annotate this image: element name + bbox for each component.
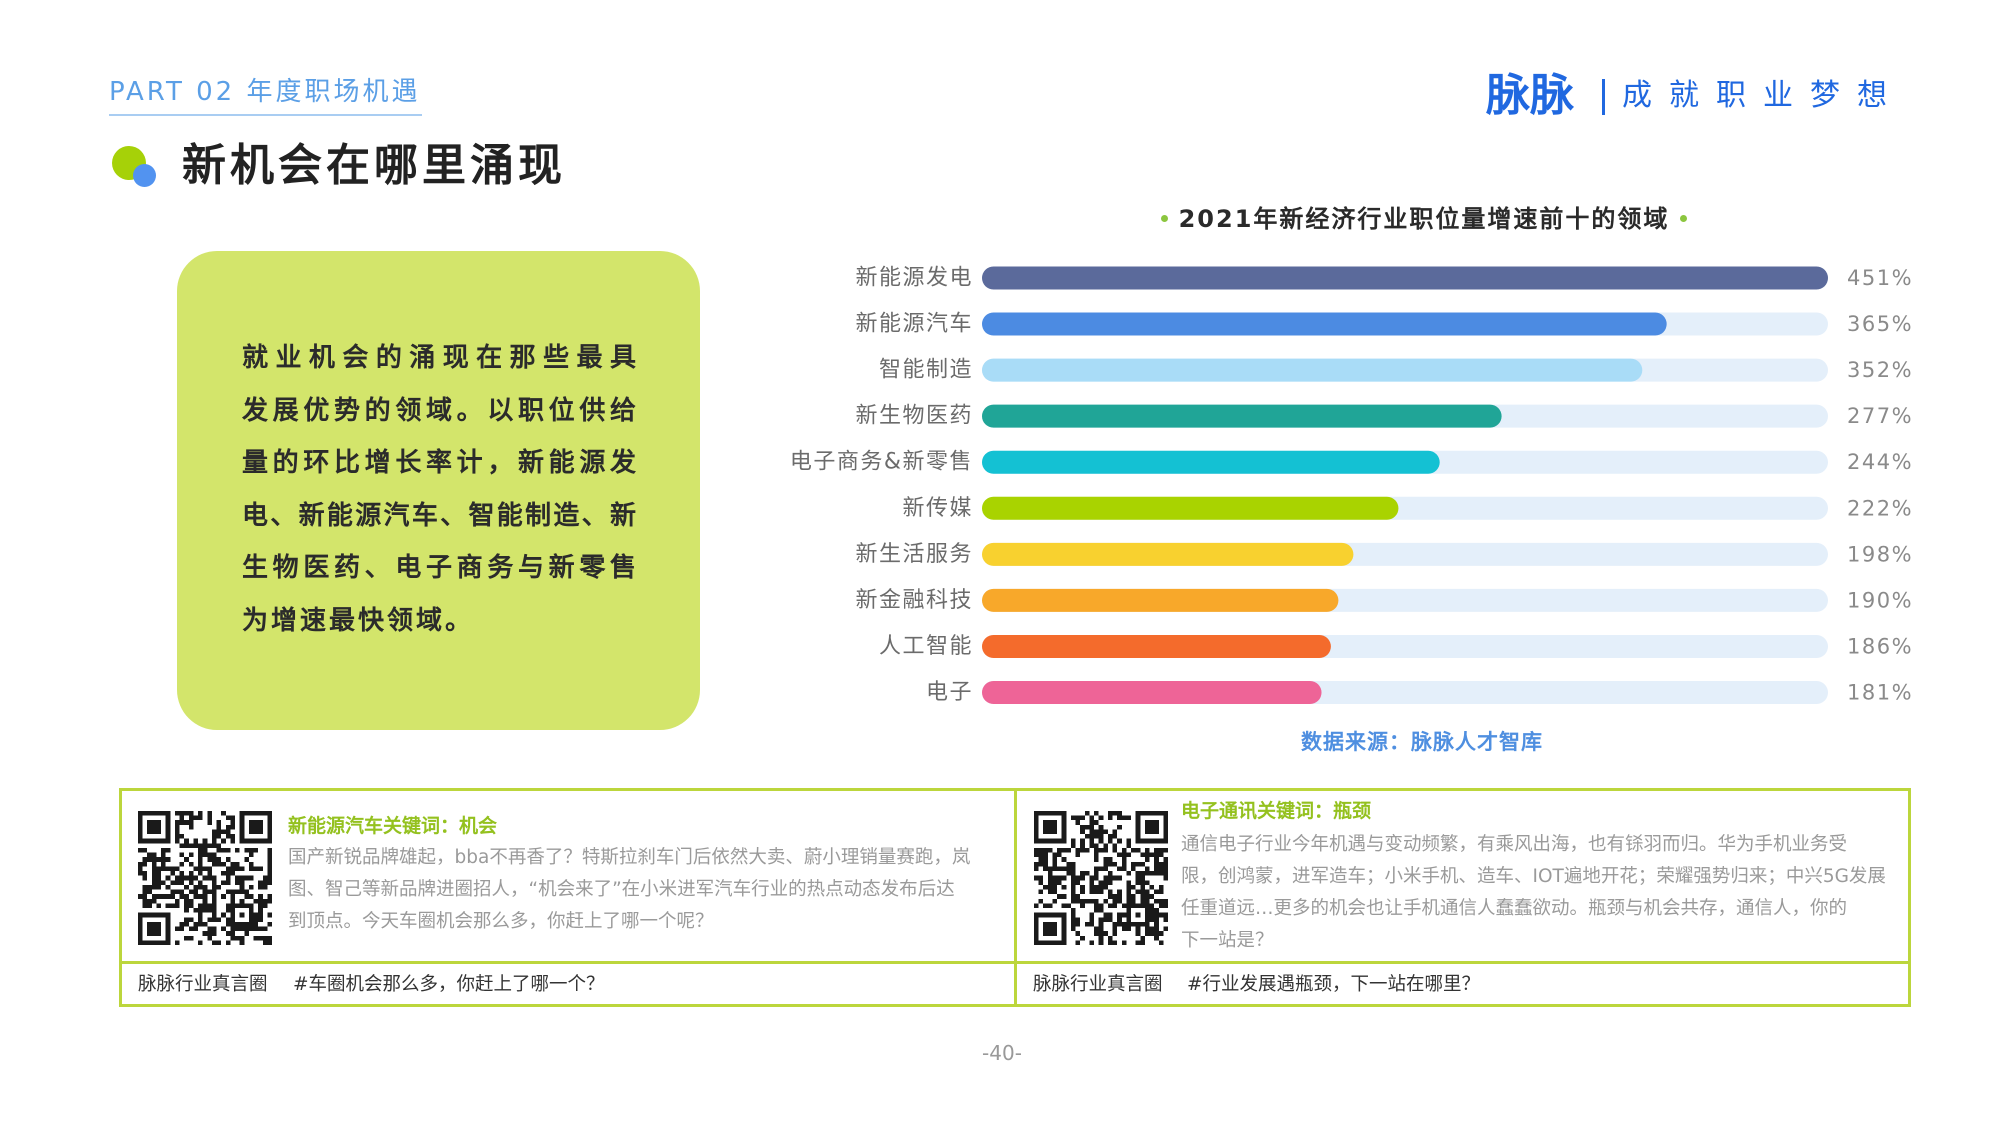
value-label: 451% (1847, 266, 1913, 290)
bar (982, 450, 1440, 474)
category-label: 人工智能 (879, 634, 973, 659)
card-body-line: 限，创鸿蒙，进军造车；小米手机、造车、IOT遍地开花；荣耀强势归来；中兴5G发展 (1181, 866, 1886, 887)
value-label: 352% (1847, 358, 1913, 382)
category-label: 新生活服务 (855, 542, 973, 567)
qr-code-icon (1034, 811, 1168, 945)
bar-row: 新能源汽车 365% (855, 312, 1913, 337)
summary-line: 电、新能源汽车、智能制造、新 (242, 500, 636, 531)
chart-title: 2021年新经济行业职位量增速前十的领域 (1104, 204, 1744, 234)
qr-modules (1034, 811, 1168, 945)
bar (982, 404, 1502, 428)
bar (982, 681, 1322, 705)
bar-row: 新金融科技 190% (855, 588, 1913, 613)
category-label: 新传媒 (902, 496, 973, 521)
bar-row: 新生物医药 277% (855, 404, 1913, 429)
bullet-dot-icon (1680, 214, 1688, 222)
bar (982, 588, 1339, 612)
summary-line: 量的环比增长率计，新能源发 (242, 448, 636, 478)
title-bullet-blue-icon (133, 164, 156, 187)
category-label: 智能制造 (879, 358, 973, 383)
bar-row: 电子商务&新零售 244% (790, 450, 1913, 475)
card-body: 通信电子行业今年机遇与变动频繁，有乘风出海，也有铩羽而归。华为手机业务受 限，创… (1181, 829, 1886, 957)
value-label: 186% (1847, 634, 1913, 658)
bar-row: 人工智能 186% (879, 634, 1913, 659)
page-number: -40- (982, 1041, 1022, 1065)
card-body-line: 下一站是？ (1181, 930, 1274, 951)
qr-modules (138, 811, 272, 945)
bullet-dot-icon (1160, 214, 1168, 222)
card-body-line: 国产新锐品牌雄起，bba不再香了？特斯拉刹车门后依然大卖、蔚小理销量赛跑，岚 (288, 847, 971, 868)
value-label: 181% (1847, 681, 1913, 705)
category-label: 新金融科技 (855, 588, 973, 613)
bar-row: 新传媒 222% (902, 496, 1913, 521)
category-label: 电子 (926, 680, 973, 705)
logo-divider (1602, 79, 1605, 115)
category-label: 新生物医药 (855, 404, 973, 429)
summary-line: 生物医药、电子商务与新零售 (242, 553, 636, 583)
brand-slogan: 成就职业梦想 (1622, 78, 1904, 113)
category-label: 电子商务&新零售 (790, 450, 973, 475)
card-body-line: 图、智己等新品牌进圈招人，“机会来了”在小米进军汽车行业的热点动态发布后达 (288, 879, 955, 900)
card-footer-circle: 脉脉行业真言圈 (138, 974, 268, 995)
part-underline (109, 114, 422, 116)
value-label: 190% (1847, 588, 1913, 612)
card-footer-topic: #行业发展遇瓶颈，下一站在哪里？ (1187, 974, 1481, 995)
summary-panel (177, 251, 700, 730)
card-footer-circle: 脉脉行业真言圈 (1033, 974, 1163, 995)
chart-title-text: 2021年新经济行业职位量增速前十的领域 (1178, 205, 1670, 233)
bar (982, 634, 1331, 658)
cards-divider-horizontal (119, 961, 1911, 964)
category-label: 新能源汽车 (855, 312, 973, 337)
bar-row: 智能制造 352% (879, 358, 1913, 383)
bar (982, 312, 1667, 336)
chart-source: 数据来源：脉脉人才智库 (1301, 730, 1543, 754)
value-label: 222% (1847, 496, 1913, 520)
value-label: 365% (1847, 312, 1913, 336)
bar-chart: 新能源发电 451% 新能源汽车 365% 智能制造 352% 新生物医药 277% 电子商务&… (790, 266, 1913, 706)
category-label: 新能源发电 (855, 266, 973, 291)
qr-code-icon (138, 811, 272, 945)
card-body-line: 到顶点。今天车圈机会那么多，你赶上了哪一个呢？ (288, 911, 714, 932)
section-title: 新机会在哪里涌现 (182, 140, 566, 191)
bar-row: 新能源发电 451% (855, 266, 1913, 291)
cards-divider-vertical (1014, 788, 1017, 1007)
card-body: 国产新锐品牌雄起，bba不再香了？特斯拉刹车门后依然大卖、蔚小理销量赛跑，岚 图… (288, 842, 970, 938)
summary-text: 就业机会的涌现在那些最具 发展优势的领域。以职位供给 量的环比增长率计，新能源发… (242, 332, 636, 647)
bar-row: 电子 181% (926, 680, 1913, 705)
bar-row: 新生活服务 198% (855, 542, 1913, 567)
summary-line: 就业机会的涌现在那些最具 (242, 343, 636, 373)
summary-line: 发展优势的领域。以职位供给 (242, 395, 636, 426)
value-label: 244% (1847, 450, 1913, 474)
card-title: 电子通讯关键词：瓶颈 (1181, 800, 1372, 822)
bar (982, 358, 1643, 382)
card-body-line: 任重道远…更多的机会也让手机通信人蠢蠢欲动。瓶颈与机会共存，通信人，你的 (1181, 898, 1848, 919)
part-label: PART 02 年度职场机遇 (109, 77, 421, 107)
card-body-line: 通信电子行业今年机遇与变动频繁，有乘风出海，也有铩羽而归。华为手机业务受 (1181, 834, 1848, 855)
summary-line: 为增速最快领域。 (242, 605, 475, 636)
bar (982, 496, 1399, 520)
bar (982, 266, 1828, 290)
card-footer-topic: #车圈机会那么多，你赶上了哪一个？ (293, 974, 605, 995)
card-title: 新能源汽车关键词：机会 (288, 815, 498, 837)
brand-logo: 脉脉 (1486, 70, 1574, 121)
value-label: 277% (1847, 404, 1913, 428)
value-label: 198% (1847, 542, 1913, 566)
bar (982, 542, 1354, 566)
